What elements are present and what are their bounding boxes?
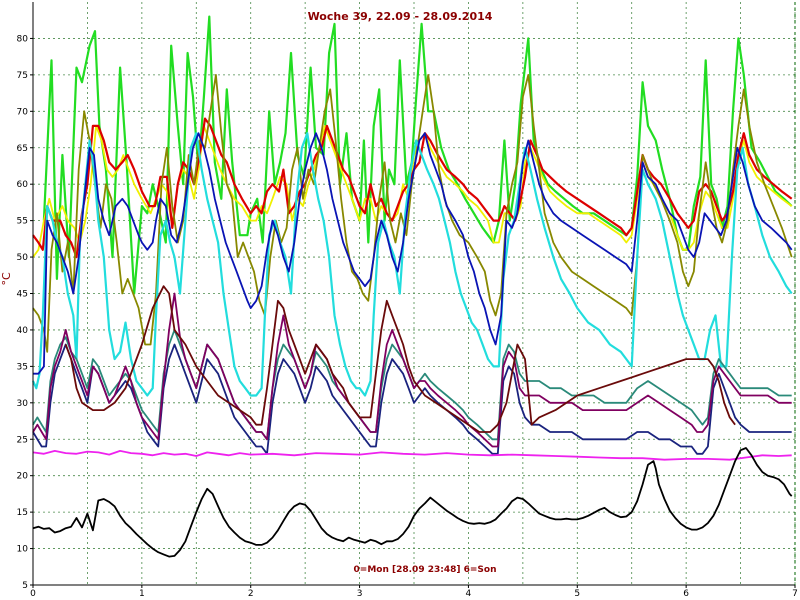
x-tick-label: 1 — [139, 589, 145, 599]
y-axis-label: °C — [0, 272, 13, 286]
y-tick-label: 80 — [17, 34, 29, 44]
series-line-6 — [33, 132, 793, 375]
y-tick-label: 75 — [17, 71, 28, 81]
x-tick-label: 2 — [248, 589, 254, 599]
x-tick-label: 5 — [574, 589, 580, 599]
x-tick-label: 3 — [357, 589, 363, 599]
x-tick-label: 0 — [30, 589, 36, 599]
series-line-3 — [32, 117, 793, 259]
series-line-11 — [32, 450, 792, 461]
y-tick-label: 55 — [17, 217, 28, 227]
y-tick-label: 35 — [17, 362, 28, 372]
chart-title: Woche 39, 22.09 - 28.09.2014 — [308, 10, 493, 23]
y-tick-label: 60 — [17, 180, 29, 190]
y-tick-label: 20 — [17, 472, 29, 482]
y-tick-label: 15 — [17, 508, 28, 518]
y-tick-label: 65 — [17, 144, 28, 154]
y-tick-label: 25 — [17, 435, 28, 445]
y-tick-label: 10 — [17, 545, 29, 555]
series-line-1 — [42, 15, 793, 295]
series-line-10 — [64, 285, 736, 433]
series-layer — [32, 15, 793, 558]
y-tick-label: 70 — [17, 107, 29, 117]
series-line-12 — [32, 447, 793, 558]
y-tick-label: 30 — [17, 399, 29, 409]
y-tick-label: 40 — [17, 326, 29, 336]
x-tick-label: 7 — [792, 589, 798, 599]
x-tick-label: 4 — [466, 589, 472, 599]
y-tick-label: 45 — [17, 290, 28, 300]
y-tick-label: 5 — [22, 581, 28, 591]
x-tick-label: 6 — [683, 589, 689, 599]
chart-footer: 0=Mon [28.09 23:48] 6=Son — [354, 565, 497, 575]
y-tick-label: 50 — [17, 253, 29, 263]
series-line-5 — [32, 132, 793, 397]
